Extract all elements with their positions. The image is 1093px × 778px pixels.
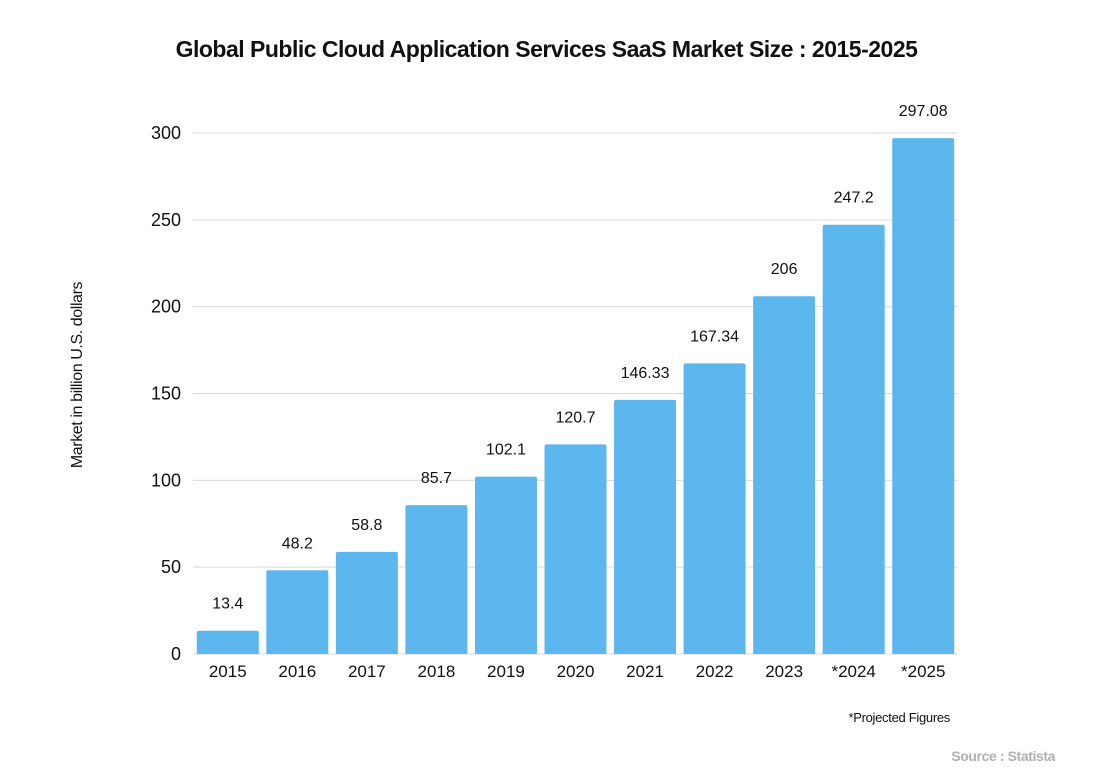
- x-tick-label: 2021: [626, 662, 664, 681]
- data-label: 85.7: [421, 470, 452, 487]
- x-tick-label: 2019: [487, 662, 525, 681]
- chart-title: Global Public Cloud Application Services…: [175, 36, 918, 62]
- bar: [753, 296, 816, 654]
- bar: [544, 444, 607, 654]
- bar: [892, 138, 955, 655]
- x-tick-label: 2020: [557, 662, 595, 681]
- y-tick-label: 150: [151, 384, 181, 404]
- x-tick-label: 2015: [209, 662, 247, 681]
- data-label: 146.33: [621, 365, 670, 382]
- y-tick-label: 50: [161, 557, 181, 577]
- source-note: Source : Statista: [951, 748, 1055, 764]
- bar: [614, 399, 677, 654]
- data-label: 13.4: [212, 596, 243, 613]
- bar: [683, 363, 746, 654]
- y-tick-label: 250: [151, 210, 181, 230]
- projected-note: *Projected Figures: [848, 710, 950, 725]
- data-label: 58.8: [351, 517, 382, 534]
- data-label: 102.1: [486, 442, 526, 459]
- x-tick-label: 2022: [696, 662, 734, 681]
- x-tick-label: 2023: [765, 662, 803, 681]
- bar: [335, 551, 398, 654]
- y-tick-label: 300: [151, 123, 181, 143]
- data-label: 120.7: [555, 409, 595, 426]
- x-tick-label: 2016: [278, 662, 316, 681]
- x-tick-label: 2018: [417, 662, 455, 681]
- bar: [266, 570, 329, 654]
- data-label: 206: [771, 261, 798, 278]
- bar: [822, 224, 885, 655]
- bar: [196, 630, 259, 654]
- data-label: 48.2: [282, 535, 313, 552]
- x-tick-label: *2025: [901, 662, 945, 681]
- data-label: 247.2: [834, 190, 874, 207]
- data-label: 167.34: [690, 328, 739, 345]
- x-tick-label: 2017: [348, 662, 386, 681]
- bar: [474, 476, 537, 654]
- y-tick-label: 0: [171, 644, 181, 664]
- bar: [405, 505, 468, 654]
- y-tick-label: 100: [151, 470, 181, 490]
- x-tick-label: *2024: [831, 662, 875, 681]
- y-tick-label: 200: [151, 297, 181, 317]
- data-label: 297.08: [899, 103, 948, 120]
